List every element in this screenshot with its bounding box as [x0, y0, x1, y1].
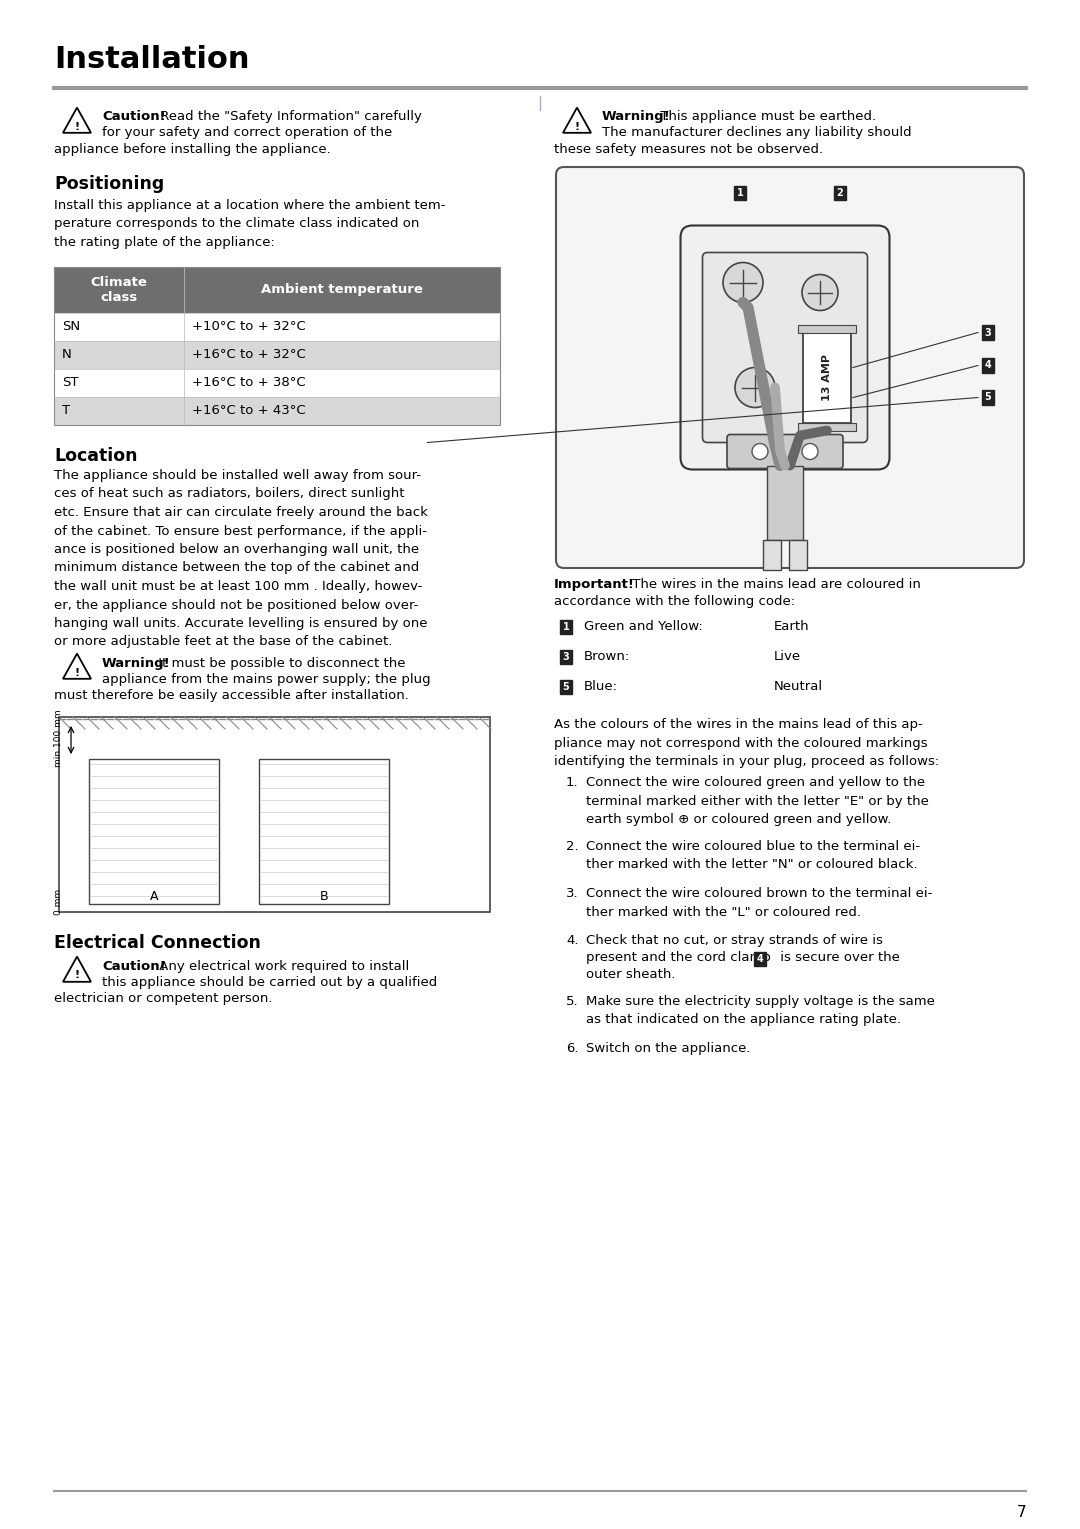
Bar: [798, 324, 856, 332]
Text: 4: 4: [985, 361, 991, 370]
Text: appliance from the mains power supply; the plug: appliance from the mains power supply; t…: [102, 673, 431, 687]
Circle shape: [723, 263, 762, 303]
Text: Caution!: Caution!: [102, 960, 165, 972]
Text: Green and Yellow:: Green and Yellow:: [584, 619, 703, 633]
Text: !: !: [75, 971, 80, 980]
Text: +16°C to + 43°C: +16°C to + 43°C: [192, 405, 306, 417]
Text: Connect the wire coloured blue to the terminal ei-
ther marked with the letter ": Connect the wire coloured blue to the te…: [586, 839, 920, 872]
Bar: [789, 540, 807, 570]
Text: is secure over the: is secure over the: [777, 951, 900, 963]
Text: 5: 5: [563, 682, 569, 693]
Text: Climate
class: Climate class: [91, 277, 148, 304]
Text: 2: 2: [837, 188, 843, 197]
Text: Location: Location: [54, 446, 137, 465]
Text: 3: 3: [985, 327, 991, 338]
Text: Caution!: Caution!: [102, 110, 165, 122]
Text: 2.: 2.: [566, 839, 579, 853]
FancyBboxPatch shape: [702, 252, 867, 442]
Text: this appliance should be carried out by a qualified: this appliance should be carried out by …: [102, 976, 437, 989]
Text: !: !: [75, 668, 80, 677]
Text: As the colours of the wires in the mains lead of this ap-
pliance may not corres: As the colours of the wires in the mains…: [554, 719, 940, 768]
FancyBboxPatch shape: [804, 332, 851, 422]
Text: 7: 7: [1016, 1505, 1026, 1520]
Text: Live: Live: [774, 650, 801, 664]
Bar: [798, 422, 856, 431]
FancyBboxPatch shape: [259, 758, 389, 904]
Text: Important!: Important!: [554, 578, 635, 592]
Circle shape: [802, 275, 838, 310]
Text: Any electrical work required to install: Any electrical work required to install: [156, 960, 409, 972]
Text: B: B: [320, 890, 328, 902]
Bar: [762, 540, 781, 570]
Text: 3: 3: [563, 651, 569, 662]
Text: Make sure the electricity supply voltage is the same
as that indicated on the ap: Make sure the electricity supply voltage…: [586, 995, 935, 1026]
Text: Warning!: Warning!: [102, 657, 171, 670]
Text: ST: ST: [62, 376, 79, 390]
Text: !: !: [575, 121, 580, 131]
Text: 5.: 5.: [566, 995, 579, 1008]
FancyBboxPatch shape: [727, 434, 843, 468]
Text: 1: 1: [737, 188, 743, 197]
FancyBboxPatch shape: [54, 398, 500, 425]
Text: Earth: Earth: [774, 619, 810, 633]
FancyBboxPatch shape: [54, 341, 500, 368]
Text: present and the cord clamp: present and the cord clamp: [586, 951, 771, 963]
Text: 1.: 1.: [566, 777, 579, 789]
Circle shape: [802, 443, 818, 460]
Text: 1: 1: [563, 622, 569, 631]
Text: +16°C to + 32°C: +16°C to + 32°C: [192, 349, 306, 361]
Text: The appliance should be installed well away from sour-
ces of heat such as radia: The appliance should be installed well a…: [54, 469, 428, 648]
FancyBboxPatch shape: [54, 268, 500, 313]
FancyBboxPatch shape: [680, 225, 890, 469]
Text: SN: SN: [62, 321, 80, 333]
Text: 4: 4: [757, 954, 764, 963]
FancyBboxPatch shape: [54, 368, 500, 398]
Circle shape: [752, 443, 768, 460]
Text: This appliance must be earthed.: This appliance must be earthed.: [656, 110, 876, 122]
Text: A: A: [150, 890, 159, 902]
Text: Connect the wire coloured brown to the terminal ei-
ther marked with the "L" or : Connect the wire coloured brown to the t…: [586, 887, 932, 919]
Text: Positioning: Positioning: [54, 174, 164, 193]
Text: Check that no cut, or stray strands of wire is: Check that no cut, or stray strands of w…: [586, 934, 882, 946]
Text: Installation: Installation: [54, 44, 249, 73]
Circle shape: [735, 367, 775, 408]
Text: these safety measures not be observed.: these safety measures not be observed.: [554, 144, 823, 156]
Text: 3.: 3.: [566, 887, 579, 901]
Text: 4.: 4.: [566, 934, 579, 946]
Text: !: !: [75, 121, 80, 131]
Bar: [767, 465, 804, 540]
FancyBboxPatch shape: [89, 758, 219, 904]
Text: 6.: 6.: [566, 1041, 579, 1055]
Text: 5: 5: [985, 393, 991, 402]
Text: Blue:: Blue:: [584, 680, 618, 693]
Text: outer sheath.: outer sheath.: [586, 968, 675, 982]
Text: Connect the wire coloured green and yellow to the
terminal marked either with th: Connect the wire coloured green and yell…: [586, 777, 929, 826]
Text: T: T: [62, 405, 70, 417]
Text: Neutral: Neutral: [774, 680, 823, 693]
FancyBboxPatch shape: [556, 167, 1024, 567]
Text: The manufacturer declines any liability should: The manufacturer declines any liability …: [602, 125, 912, 139]
Text: It must be possible to disconnect the: It must be possible to disconnect the: [154, 657, 405, 670]
Text: Brown:: Brown:: [584, 650, 631, 664]
Text: Electrical Connection: Electrical Connection: [54, 934, 261, 953]
Text: 0 mm: 0 mm: [54, 888, 63, 914]
Text: Install this appliance at a location where the ambient tem-
perature corresponds: Install this appliance at a location whe…: [54, 199, 446, 249]
Text: 13 AMP: 13 AMP: [822, 355, 832, 401]
Text: Read the "Safety Information" carefully: Read the "Safety Information" carefully: [156, 110, 422, 122]
Text: Ambient temperature: Ambient temperature: [261, 283, 423, 297]
Text: electrician or competent person.: electrician or competent person.: [54, 992, 272, 1005]
FancyBboxPatch shape: [54, 313, 500, 341]
Text: Warning!: Warning!: [602, 110, 671, 122]
Text: +16°C to + 38°C: +16°C to + 38°C: [192, 376, 306, 390]
Text: must therefore be easily accessible after installation.: must therefore be easily accessible afte…: [54, 690, 409, 702]
Text: accordance with the following code:: accordance with the following code:: [554, 595, 795, 609]
Text: for your safety and correct operation of the: for your safety and correct operation of…: [102, 125, 392, 139]
FancyBboxPatch shape: [59, 717, 490, 911]
Text: +10°C to + 32°C: +10°C to + 32°C: [192, 321, 306, 333]
Text: N: N: [62, 349, 71, 361]
Text: The wires in the mains lead are coloured in: The wires in the mains lead are coloured…: [627, 578, 921, 592]
Text: Switch on the appliance.: Switch on the appliance.: [586, 1041, 751, 1055]
Text: appliance before installing the appliance.: appliance before installing the applianc…: [54, 144, 330, 156]
Text: min.100 mm: min.100 mm: [54, 709, 63, 768]
